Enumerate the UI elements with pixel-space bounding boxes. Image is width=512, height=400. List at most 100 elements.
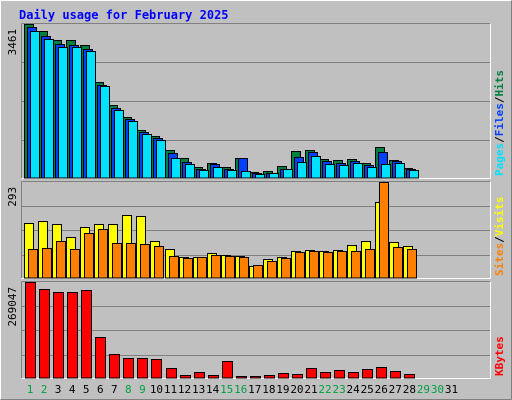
bar-kbytes-day-16	[236, 376, 247, 379]
legend-entry-files: Files	[493, 103, 506, 136]
bar-kbytes-day-2	[39, 289, 50, 379]
bar-sites-day-26	[379, 182, 389, 279]
bar-sites-day-27	[393, 247, 403, 279]
bar-pages-day-5	[86, 51, 96, 179]
bar-pages-day-7	[114, 110, 124, 179]
bar-pages-day-14	[213, 167, 223, 179]
x-tick-label-day-24: 24	[347, 383, 361, 396]
bar-pages-day-20	[297, 162, 307, 179]
x-tick-label-day-4: 4	[69, 383, 76, 396]
legend-entry-hits: Hits	[493, 70, 506, 97]
bar-pages-day-25	[367, 167, 377, 179]
bar-kbytes-day-19	[278, 373, 289, 379]
bar-pages-day-27	[395, 163, 405, 179]
bar-kbytes-day-10	[151, 359, 162, 379]
bar-kbytes-day-22	[320, 372, 331, 379]
x-tick-label-day-9: 9	[139, 383, 146, 396]
bar-sites-day-7	[112, 243, 122, 279]
x-tick-label-day-2: 2	[41, 383, 48, 396]
x-tick-label-day-8: 8	[125, 383, 132, 396]
x-tick-label-day-19: 19	[276, 383, 289, 396]
x-tick-label-day-23: 23	[332, 383, 345, 396]
bar-kbytes-day-4	[67, 292, 78, 379]
x-tick-label-day-5: 5	[83, 383, 90, 396]
x-tick-label-day-26: 26	[375, 383, 388, 396]
bar-kbytes-day-9	[137, 358, 148, 379]
bar-kbytes-day-6	[95, 337, 106, 379]
x-tick-label-day-1: 1	[27, 383, 34, 396]
bar-sites-day-2	[42, 248, 52, 279]
bar-pages-day-11	[171, 158, 181, 179]
bar-sites-day-3	[56, 241, 66, 279]
bar-pages-day-12	[185, 164, 195, 179]
bar-sites-day-4	[70, 249, 80, 279]
x-tick-label-day-21: 21	[304, 383, 317, 396]
bar-sites-day-16	[239, 257, 249, 279]
bar-kbytes-day-15	[222, 361, 233, 379]
x-tick-label-day-17: 17	[248, 383, 261, 396]
bar-kbytes-day-11	[166, 368, 177, 379]
bar-pages-day-1	[30, 31, 40, 179]
x-tick-label-day-3: 3	[55, 383, 62, 396]
bar-kbytes-day-5	[81, 290, 92, 379]
bar-pages-day-19	[283, 169, 293, 179]
bar-pages-day-16	[241, 171, 251, 179]
x-tick-label-day-31: 31	[445, 383, 458, 396]
bar-kbytes-day-17	[250, 376, 261, 379]
bar-kbytes-day-1	[25, 282, 36, 379]
bar-sites-day-9	[140, 244, 150, 279]
legend-entry-separator: /	[493, 136, 506, 143]
bar-sites-day-23	[337, 251, 347, 279]
bar-kbytes-day-3	[53, 292, 64, 379]
x-tick-label-day-7: 7	[111, 383, 118, 396]
bar-kbytes-day-25	[362, 369, 373, 379]
x-tick-label-day-6: 6	[97, 383, 104, 396]
bar-sites-day-5	[84, 233, 94, 279]
x-tick-label-day-11: 11	[164, 383, 177, 396]
bar-pages-day-10	[156, 140, 166, 179]
legend-entry-sites: Sites	[493, 243, 506, 276]
bar-pages-day-24	[353, 163, 363, 179]
bar-kbytes-day-7	[109, 354, 120, 379]
bar-sites-day-17	[253, 265, 263, 279]
legend-entry-visits: Visits	[493, 197, 506, 237]
bar-pages-day-2	[44, 39, 54, 179]
x-tick-label-day-20: 20	[290, 383, 303, 396]
x-tick-label-day-13: 13	[192, 383, 205, 396]
bar-kbytes-day-18	[264, 375, 275, 379]
panel-middle-legend: Sites/Visits	[493, 197, 506, 277]
bar-sites-day-24	[351, 251, 361, 279]
bar-sites-day-25	[365, 249, 375, 279]
x-tick-label-day-15: 15	[220, 383, 233, 396]
bar-kbytes-day-23	[334, 370, 345, 379]
bar-sites-day-12	[183, 258, 193, 279]
bar-kbytes-day-12	[180, 375, 191, 379]
bar-kbytes-day-27	[390, 371, 401, 379]
legend-entry-pages: Pages	[493, 143, 506, 176]
bar-kbytes-day-28	[404, 374, 415, 379]
bar-sites-day-1	[28, 249, 38, 279]
bar-pages-day-22	[325, 164, 335, 179]
bar-pages-day-6	[100, 86, 110, 179]
x-tick-label-day-12: 12	[178, 383, 191, 396]
bar-kbytes-day-13	[194, 372, 205, 379]
legend-entry-separator: /	[493, 96, 506, 103]
legend-entry-kbytes: KBytes	[493, 336, 506, 376]
bar-sites-day-8	[126, 243, 136, 279]
bar-sites-day-19	[281, 258, 291, 279]
x-tick-label-day-18: 18	[262, 383, 275, 396]
x-tick-label-day-16: 16	[234, 383, 247, 396]
bar-sites-day-22	[323, 252, 333, 279]
legend-entry-separator: /	[493, 236, 506, 243]
x-tick-label-day-25: 25	[361, 383, 374, 396]
panel-bottom-legend: KBytes	[493, 336, 506, 376]
panel-bottom-ymax-label: 269047	[6, 287, 19, 327]
bar-kbytes-day-26	[376, 367, 387, 379]
x-axis-labels: 1 2 3 4 5 6 7 8 9 10 11 12 13 14 15 16 17 18 19 20 21 22 23 24 2…	[27, 383, 458, 396]
bar-kbytes-day-20	[292, 374, 303, 379]
bar-sites-day-21	[309, 251, 319, 279]
bar-sites-day-18	[267, 261, 277, 279]
panel-top-ymax-label: 3461	[6, 29, 19, 56]
bar-sites-day-15	[225, 256, 235, 279]
